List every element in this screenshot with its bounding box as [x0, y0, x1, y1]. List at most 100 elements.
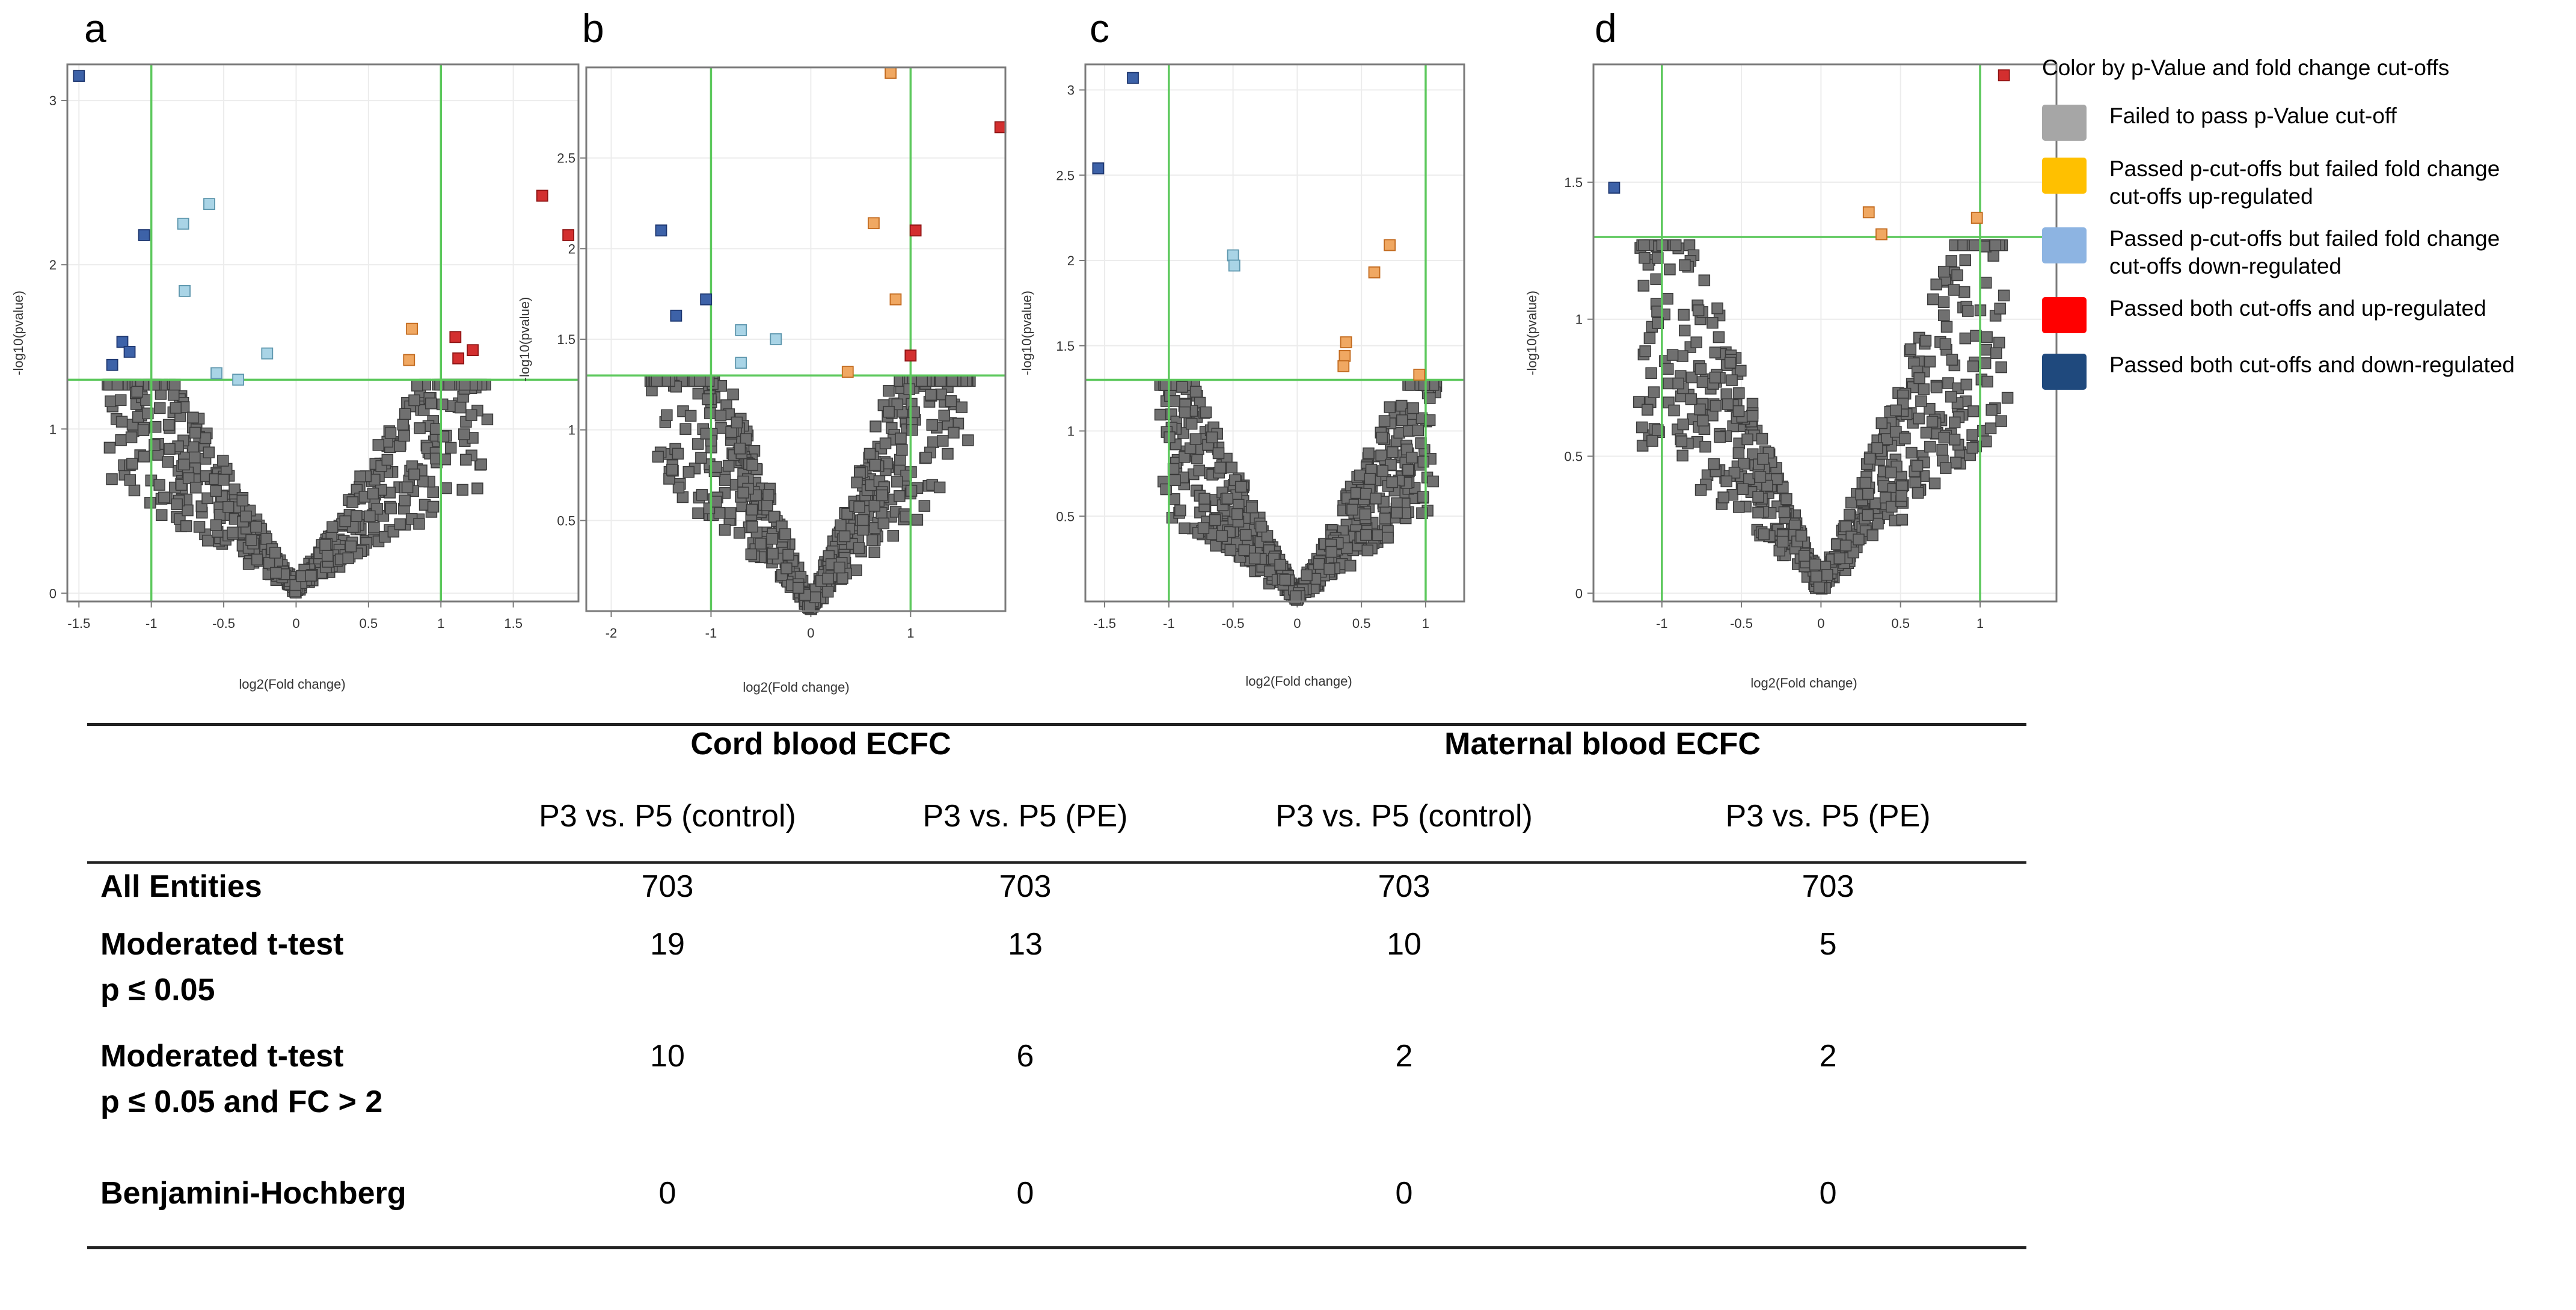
data-point-failed: [652, 451, 664, 463]
data-point-failed: [1959, 332, 1972, 345]
data-point-failed: [128, 484, 141, 497]
data-point-failed: [1732, 447, 1745, 460]
data-point-up-light: [1337, 360, 1350, 372]
legend-label-down-light: Passed p-cut-offs but failed fold change…: [2109, 226, 2500, 278]
data-point-failed: [725, 507, 737, 519]
data-point-failed: [1364, 473, 1376, 485]
x-tick-label: -1: [1163, 616, 1175, 631]
legend-swatch-up-light: [2042, 158, 2087, 194]
volcano-plot-c: -1.5 -1 -0.5 0 0.5 1 0.5 1 1.5 2 2.5 3 log2(Fold cha…: [1019, 63, 1465, 689]
data-point-failed: [1948, 434, 1961, 446]
data-point-light-down: [1228, 259, 1240, 272]
data-point-failed: [1752, 491, 1764, 503]
data-point-failed: [153, 479, 165, 491]
data-point-failed: [1406, 452, 1418, 464]
data-point-failed: [696, 489, 708, 501]
data-point-failed: [456, 484, 468, 496]
data-point-failed: [1926, 416, 1939, 428]
data-point-failed: [1737, 483, 1749, 495]
data-point-failed: [1193, 464, 1206, 477]
data-point-failed: [413, 518, 425, 530]
data-point-failed: [2001, 392, 2014, 404]
volcano-plot-b: -2 -1 0 1 0.5 1 1.5 2 2.5 log2(Fold change) -log10…: [517, 66, 1007, 695]
data-point-failed: [755, 538, 767, 550]
summary-table-area: Cord blood ECFC Maternal blood ECFC P3 v…: [87, 723, 2027, 1249]
data-point-failed: [682, 466, 695, 478]
legend-label-down: Passed both cut-offs and down-regulated: [2109, 352, 2515, 377]
data-point-failed: [394, 440, 406, 452]
data-point-light-down: [1227, 249, 1239, 262]
data-point-failed: [1679, 259, 1691, 271]
data-point-failed: [217, 455, 229, 467]
table-corner-cell: [87, 725, 463, 799]
data-point-failed: [1918, 383, 1930, 395]
data-point-failed: [443, 378, 455, 391]
data-point-failed: [1301, 569, 1313, 582]
x-axis-label: log2(Fold change): [743, 680, 849, 695]
data-point-failed: [780, 562, 793, 574]
data-point-failed: [1995, 415, 2007, 427]
data-point-failed: [955, 401, 968, 413]
row-label-line1: All Entities: [100, 869, 262, 904]
data-point-failed: [857, 523, 869, 536]
data-point-failed: [906, 424, 918, 436]
data-point-failed: [1967, 360, 1980, 372]
data-point-failed: [397, 419, 409, 431]
data-point-failed: [1896, 514, 1909, 526]
data-point-failed: [354, 470, 366, 482]
legend-title: Color by p-Value and fold change cut-off…: [2042, 55, 2450, 80]
data-point-failed: [1261, 530, 1274, 542]
data-point-failed: [876, 489, 888, 502]
data-point-failed: [167, 389, 180, 401]
data-point-failed: [1648, 386, 1660, 398]
legend-item-down-light: Passed p-cut-offs but failed fold change…: [2042, 225, 2571, 280]
volcano-plot-d: -1 -0.5 0 0.5 1 0 0.5 1 1.5 log2(Fold change) -log…: [1524, 63, 2058, 690]
data-point-failed: [821, 585, 834, 598]
y-tick-label: 2: [568, 241, 575, 256]
data-point-up-light: [1862, 206, 1875, 218]
data-point-failed: [162, 419, 175, 431]
data-point-failed: [408, 394, 420, 407]
data-point-failed: [1937, 265, 1950, 278]
data-point-failed: [1771, 473, 1783, 485]
data-point-failed: [439, 454, 451, 466]
data-point-failed: [734, 442, 746, 455]
data-point-failed: [1821, 568, 1833, 581]
data-point-failed: [1833, 552, 1845, 565]
data-point-failed: [851, 476, 863, 488]
data-point-failed: [1360, 488, 1372, 500]
data-point-failed: [694, 375, 706, 387]
data-point-failed: [1407, 402, 1419, 414]
y-tick-label: 0.5: [1056, 509, 1075, 524]
data-point-failed: [155, 509, 168, 521]
data-point-up: [562, 229, 575, 241]
data-point-up-light: [406, 322, 418, 335]
data-point-failed: [1707, 316, 1719, 329]
data-point-failed: [1386, 476, 1399, 488]
data-point-failed: [385, 502, 397, 515]
legend-item-up-light: Passed p-cut-offs but failed fold change…: [2042, 155, 2571, 211]
data-point-failed: [945, 395, 957, 407]
data-point-failed: [1694, 403, 1706, 416]
col-header-2: P3 vs. P5 (PE): [922, 799, 1128, 834]
y-tick-label: 0.5: [557, 513, 575, 528]
data-point-failed: [692, 507, 704, 520]
data-point-failed: [202, 535, 214, 547]
data-point-failed: [138, 451, 150, 463]
data-point-up-light: [889, 293, 902, 306]
data-point-failed: [962, 434, 974, 446]
data-point-failed: [408, 469, 420, 481]
data-point-failed: [1279, 574, 1292, 586]
data-point-failed: [894, 490, 906, 502]
data-point-up-light: [885, 67, 897, 79]
x-tick-label: -0.5: [212, 616, 235, 631]
data-point-down: [1608, 182, 1621, 194]
data-point-failed: [125, 431, 138, 443]
data-point-failed: [911, 514, 924, 526]
data-point-failed: [1930, 278, 1942, 291]
data-point-failed: [327, 521, 339, 534]
data-point-failed: [722, 460, 735, 472]
data-point-failed: [710, 496, 722, 508]
data-point-failed: [1761, 479, 1773, 492]
data-point-failed: [1234, 481, 1247, 493]
